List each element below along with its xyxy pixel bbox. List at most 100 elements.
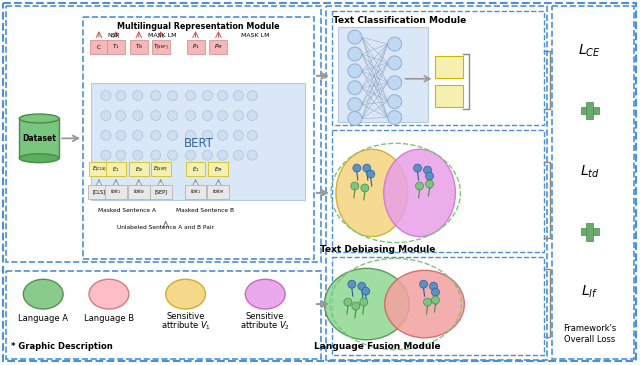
Text: Language B: Language B [84, 315, 134, 323]
Ellipse shape [89, 279, 129, 309]
Text: Dataset: Dataset [22, 134, 56, 143]
Bar [435, 56, 463, 78]
Circle shape [168, 130, 178, 140]
Text: Multilingual Representation Module: Multilingual Representation Module [117, 22, 280, 31]
Circle shape [202, 111, 212, 120]
Bar [209, 162, 228, 176]
Text: $L_{td}$: $L_{td}$ [580, 164, 600, 180]
Bar [106, 162, 126, 176]
Bar [586, 223, 593, 241]
Circle shape [133, 91, 143, 101]
Circle shape [429, 282, 438, 290]
Circle shape [234, 130, 243, 140]
Circle shape [360, 298, 368, 306]
Circle shape [234, 111, 243, 120]
Circle shape [420, 280, 428, 288]
Text: $E_1$: $E_1$ [112, 165, 120, 173]
Circle shape [218, 111, 227, 120]
Text: $E_{[CLS]}$: $E_{[CLS]}$ [92, 164, 106, 174]
Circle shape [348, 112, 362, 126]
Text: $tok_M$: $tok_M$ [212, 188, 225, 196]
Circle shape [218, 91, 227, 101]
Text: Language A: Language A [18, 315, 68, 323]
Bar [151, 162, 171, 176]
Bar [152, 40, 170, 54]
Text: Sensitive: Sensitive [246, 312, 285, 322]
Circle shape [348, 30, 362, 44]
Bar [326, 6, 547, 360]
Circle shape [348, 47, 362, 61]
Text: C: C [97, 45, 101, 50]
Circle shape [361, 184, 369, 192]
Text: BERT: BERT [184, 137, 214, 150]
Text: Framework's
Overall Loss: Framework's Overall Loss [563, 324, 616, 343]
Bar [581, 228, 599, 235]
Circle shape [116, 91, 126, 101]
Bar [207, 185, 229, 199]
Circle shape [202, 91, 212, 101]
Bar [209, 40, 227, 54]
Circle shape [358, 282, 366, 290]
Text: $tok_N$: $tok_N$ [132, 188, 145, 196]
Ellipse shape [23, 279, 63, 309]
Circle shape [168, 91, 178, 101]
Circle shape [133, 130, 143, 140]
Text: $T_1$: $T_1$ [112, 43, 120, 51]
Text: Sensitive: Sensitive [166, 312, 205, 322]
Text: $tok_1$: $tok_1$ [110, 188, 122, 196]
Bar [83, 17, 314, 260]
Circle shape [247, 91, 257, 101]
Text: $L_{CE}$: $L_{CE}$ [579, 43, 601, 59]
Circle shape [186, 130, 196, 140]
Bar [91, 83, 305, 200]
Ellipse shape [19, 154, 59, 163]
Circle shape [218, 130, 227, 140]
Text: Text Debiasing Module: Text Debiasing Module [320, 245, 435, 254]
Circle shape [234, 150, 243, 160]
Circle shape [151, 111, 161, 120]
Circle shape [116, 111, 126, 120]
Text: $P_1$: $P_1$ [192, 43, 199, 51]
Circle shape [202, 130, 212, 140]
Text: $T_N$: $T_N$ [134, 43, 143, 51]
Bar [6, 271, 321, 359]
Text: * Graphic Description: * Graphic Description [12, 342, 113, 351]
Circle shape [431, 296, 440, 304]
Text: Language Fusion Module: Language Fusion Module [314, 342, 441, 351]
Text: $tok_1$: $tok_1$ [189, 188, 202, 196]
Bar [129, 162, 148, 176]
Text: Masked Sentence A: Masked Sentence A [98, 208, 156, 213]
Bar [90, 40, 108, 54]
Circle shape [101, 150, 111, 160]
Ellipse shape [166, 279, 205, 309]
Circle shape [168, 150, 178, 160]
Circle shape [186, 150, 196, 160]
Circle shape [344, 298, 352, 306]
Circle shape [133, 150, 143, 160]
Circle shape [218, 150, 227, 160]
Bar [6, 6, 321, 262]
Circle shape [234, 91, 243, 101]
Circle shape [388, 76, 402, 90]
Text: $T_{[SEP]}$: $T_{[SEP]}$ [153, 42, 168, 52]
Text: attribute $V_2$: attribute $V_2$ [240, 320, 291, 332]
Text: NSP: NSP [108, 32, 120, 38]
Bar [89, 162, 109, 176]
Circle shape [348, 98, 362, 112]
Circle shape [413, 164, 422, 172]
Ellipse shape [336, 149, 408, 237]
Bar [150, 185, 172, 199]
Circle shape [101, 130, 111, 140]
Text: $E_1$: $E_1$ [192, 165, 199, 173]
Text: Unlabeled Sentence A and B Pair: Unlabeled Sentence A and B Pair [117, 225, 214, 230]
Text: MASK LM: MASK LM [148, 32, 177, 38]
Circle shape [133, 111, 143, 120]
Circle shape [101, 111, 111, 120]
Text: MASK LM: MASK LM [241, 32, 269, 38]
Circle shape [168, 111, 178, 120]
Bar [187, 40, 205, 54]
Circle shape [116, 130, 126, 140]
Text: $E_M$: $E_M$ [214, 165, 223, 173]
Text: attribute $V_1$: attribute $V_1$ [161, 320, 211, 332]
Circle shape [348, 81, 362, 95]
